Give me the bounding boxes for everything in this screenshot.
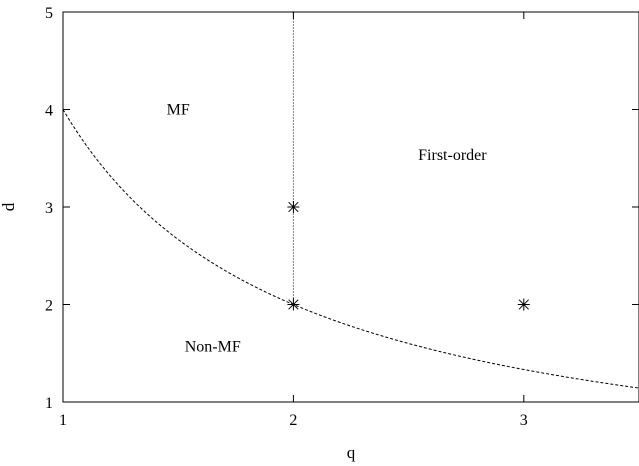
x-axis-title: q: [347, 443, 356, 462]
plot-frame: [62, 11, 639, 403]
region-label-non-mf: Non-MF: [185, 338, 241, 355]
boundary-curve-dashed: [62, 109, 639, 389]
marker-stroke: [518, 299, 529, 310]
x-tick-label-2: 2: [289, 412, 297, 429]
asterisk-marker-2-3: [287, 201, 300, 213]
region-labels: MF First-order Non-MF: [167, 101, 488, 355]
y-tick-label-5: 5: [45, 5, 53, 22]
x-tick-label-3: 3: [520, 412, 528, 429]
asterisk-marker-3-2: [517, 298, 530, 311]
axis-tick-labels: 1 2 3 1 2 3 4 5: [45, 5, 528, 429]
marker-stroke: [288, 201, 299, 213]
asterisk-marker-2-2: [287, 298, 300, 311]
y-tick-label-4: 4: [45, 103, 53, 120]
axis-ticks: [62, 11, 639, 403]
x-tick-label-1: 1: [59, 412, 67, 429]
y-axis-title: d: [0, 202, 18, 211]
y-tick-label-1: 1: [45, 395, 53, 412]
region-label-mf: MF: [167, 101, 190, 118]
marker-stroke: [288, 299, 299, 310]
chart-curves: [62, 12, 639, 389]
y-tick-label-3: 3: [45, 200, 53, 217]
region-label-first-order: First-order: [418, 147, 487, 164]
data-markers: [287, 201, 530, 311]
y-tick-label-2: 2: [45, 298, 53, 315]
